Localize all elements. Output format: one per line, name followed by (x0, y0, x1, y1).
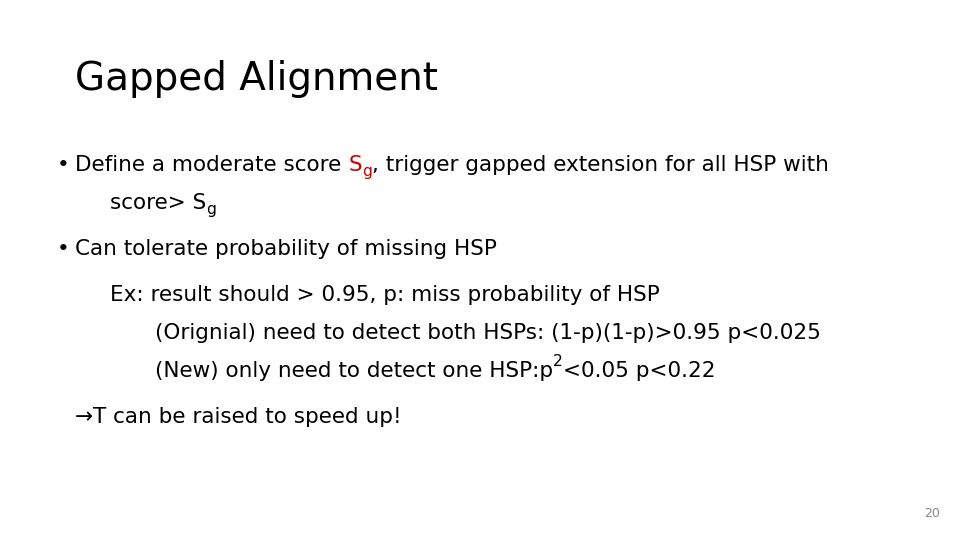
Text: Gapped Alignment: Gapped Alignment (75, 60, 438, 98)
Text: Ex: result should > 0.95, p: miss probability of HSP: Ex: result should > 0.95, p: miss probab… (110, 285, 660, 305)
Text: 2: 2 (553, 354, 563, 369)
Text: (New) only need to detect one HSP:p: (New) only need to detect one HSP:p (155, 361, 553, 381)
Text: Define a moderate score: Define a moderate score (75, 155, 348, 175)
Text: <0.05 p<0.22: <0.05 p<0.22 (563, 361, 715, 381)
Text: 20: 20 (924, 507, 940, 520)
Text: •: • (57, 155, 70, 175)
Text: •: • (57, 239, 70, 259)
Text: g: g (206, 201, 216, 217)
Text: Can tolerate probability of missing HSP: Can tolerate probability of missing HSP (75, 239, 497, 259)
Text: , trigger gapped extension for all HSP with: , trigger gapped extension for all HSP w… (372, 155, 828, 175)
Text: score> S: score> S (110, 193, 206, 213)
Text: S: S (348, 155, 362, 175)
Text: →T can be raised to speed up!: →T can be raised to speed up! (75, 407, 401, 427)
Text: g: g (362, 164, 372, 179)
Text: (Orignial) need to detect both HSPs: (1-p)(1-p)>0.95 p<0.025: (Orignial) need to detect both HSPs: (1-… (155, 323, 821, 343)
